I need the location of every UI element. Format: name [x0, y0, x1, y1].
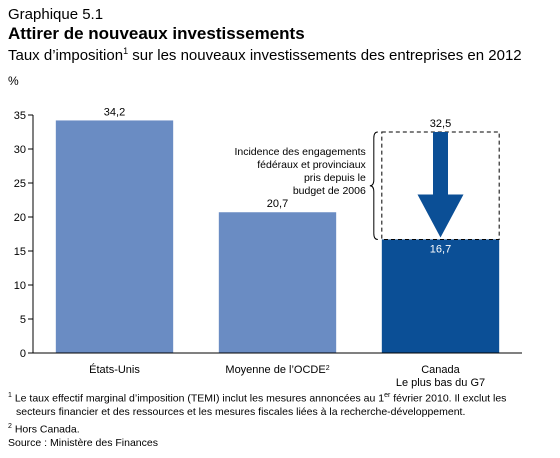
source-note: Source : Ministère des Finances — [8, 436, 158, 449]
data-label: 34,2 — [104, 106, 125, 118]
y-tick-label: 5 — [20, 314, 26, 326]
subtitle-text-end: sur les nouveaux investissements des ent… — [128, 47, 522, 64]
footnote-2-text: Hors Canada. — [11, 423, 80, 435]
bar — [381, 239, 500, 353]
y-axis-unit: % — [8, 74, 19, 88]
footnote-1-number: 1 — [8, 392, 12, 399]
annotation-text: pris depuis le — [304, 172, 366, 184]
annotation-text: Incidence des engagements — [234, 146, 365, 158]
data-label: 16,7 — [430, 243, 451, 255]
y-tick-label: 10 — [14, 280, 26, 292]
footnote-2-number: 2 — [8, 422, 12, 430]
chart-label: Graphique 5.1 — [8, 6, 104, 23]
footnotes: 1 Le taux effectif marginal d’imposition… — [8, 389, 556, 450]
footnote-2: 2 Hors Canada. — [8, 420, 556, 437]
footnote-1-superscript: er — [384, 392, 391, 399]
footnote-1: 1 Le taux effectif marginal d’imposition… — [8, 389, 556, 406]
footnote-1-text: Le taux effectif marginal d’imposition (… — [11, 392, 385, 405]
x-tick-label: États-Unis — [89, 363, 140, 376]
chart-title: Attirer de nouveaux investissements — [8, 24, 305, 43]
y-tick-label: 15 — [14, 246, 26, 258]
bar-chart: 0 5 10 15 20 25 30 35 34,2 20,7 16,7 États-Unis Moye… — [14, 106, 522, 389]
y-tick-label: 20 — [14, 212, 26, 224]
annotation-text: budget de 2006 — [293, 185, 366, 197]
reduction-arrow — [417, 132, 464, 238]
x-tick-label: Moyenne de l’OCDE2 — [225, 364, 329, 376]
previous-rate-label: 32,5 — [430, 118, 451, 130]
y-tick-label: 0 — [20, 348, 26, 360]
bar — [218, 212, 337, 353]
subtitle-text: Taux d’imposition — [8, 47, 124, 64]
x-tick-sublabel: Le plus bas du G7 — [396, 377, 485, 389]
data-label: 20,7 — [267, 198, 288, 210]
y-tick-label: 35 — [14, 110, 26, 122]
annotation-text: fédéraux et provinciaux — [257, 159, 366, 171]
annotation-brace — [369, 131, 378, 240]
x-tick-label: Canada — [421, 364, 460, 376]
footnote-ref-1: 1 — [123, 46, 129, 56]
y-tick-label: 30 — [14, 144, 26, 156]
y-tick-label: 25 — [14, 178, 26, 190]
bar — [55, 120, 174, 353]
footnote-1-text-cont: février 2010. Il exclut les — [390, 392, 507, 405]
chart-subtitle: Taux d’imposition1 sur les nouveaux inve… — [8, 46, 522, 64]
footnote-1-line-2: secteurs financier et des ressources et … — [16, 406, 466, 418]
